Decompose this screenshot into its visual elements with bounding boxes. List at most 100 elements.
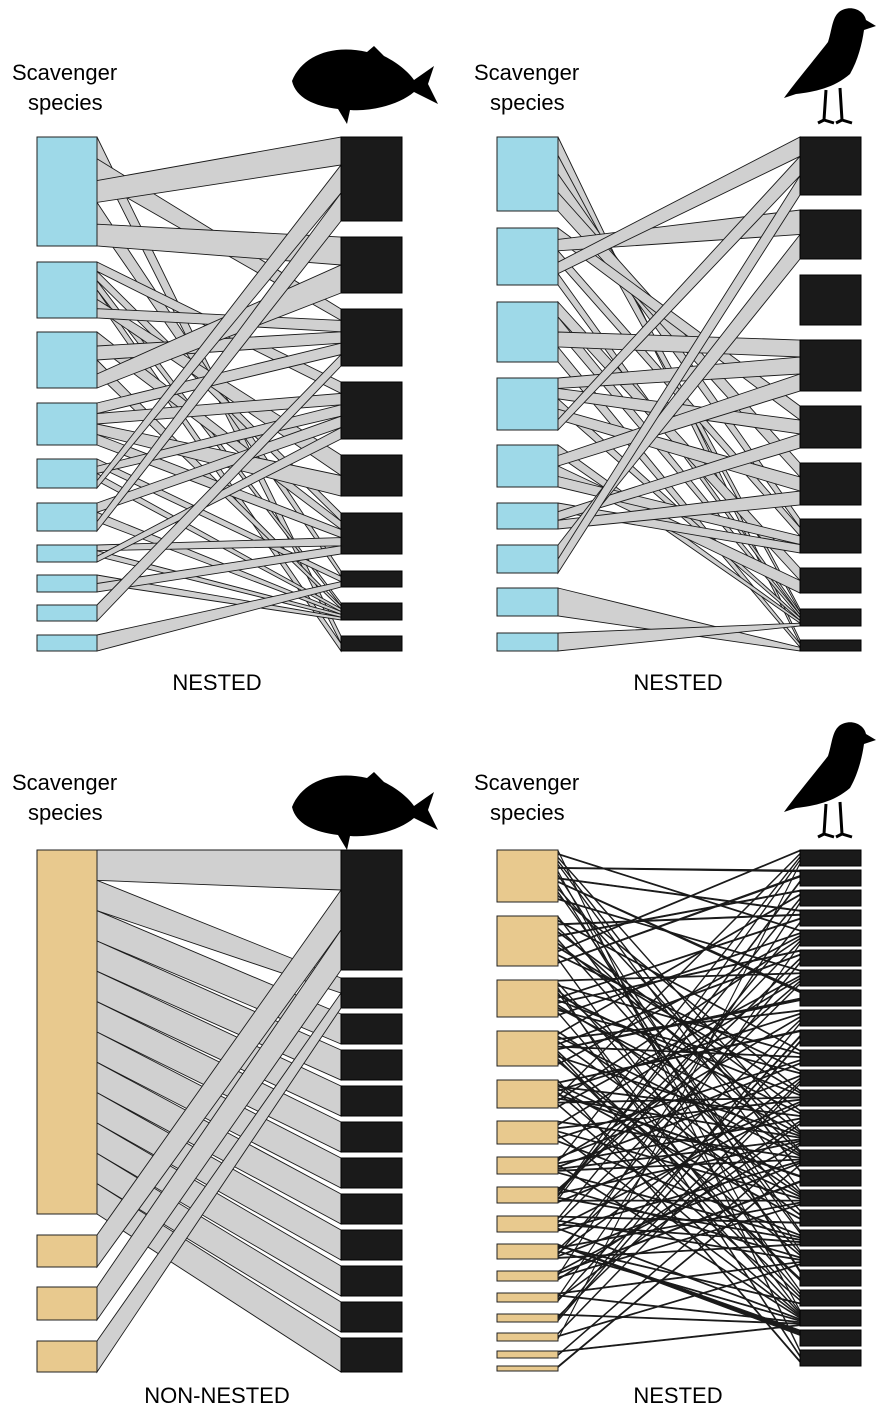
nestedness-caption: NON-NESTED bbox=[144, 1383, 289, 1408]
scavenger-species-label-line1: Scavenger bbox=[12, 60, 117, 85]
scavenger-species-block bbox=[496, 301, 559, 363]
bird-silhouette-legs bbox=[817, 801, 853, 839]
carcass-block bbox=[340, 635, 403, 652]
carcass-block bbox=[340, 236, 403, 294]
scavenger-species-block bbox=[36, 331, 98, 389]
carcass-block bbox=[799, 1249, 862, 1267]
scavenger-species-block bbox=[496, 1156, 559, 1175]
scavenger-species-block bbox=[496, 1186, 559, 1204]
carcass-blocks bbox=[799, 849, 862, 1367]
interaction-link bbox=[96, 581, 342, 652]
carcass-block bbox=[799, 567, 862, 594]
panel-bottom-left: Scavenger species NON-NESTED bbox=[12, 770, 438, 1408]
scavenger-species-label-line2: species bbox=[490, 800, 565, 825]
interaction-link bbox=[96, 136, 342, 203]
carcass-block bbox=[799, 1049, 862, 1067]
interaction-link bbox=[557, 877, 801, 912]
scavenger-species-block bbox=[496, 136, 559, 212]
scavenger-blocks bbox=[496, 136, 559, 652]
scavenger-species-block bbox=[496, 1215, 559, 1233]
interaction-links bbox=[96, 849, 342, 1374]
scavenger-species-block bbox=[496, 1350, 559, 1359]
scavenger-blocks bbox=[496, 849, 559, 1372]
carcass-block bbox=[340, 1157, 403, 1189]
scavenger-species-block bbox=[496, 227, 559, 286]
carcass-block bbox=[799, 1329, 862, 1347]
carcass-blocks bbox=[799, 136, 862, 652]
nestedness-caption: NESTED bbox=[633, 1383, 722, 1408]
scavenger-species-block bbox=[496, 915, 559, 967]
carcass-block bbox=[799, 518, 862, 554]
carcass-block bbox=[340, 136, 403, 222]
carcass-block bbox=[340, 454, 403, 497]
carcass-block bbox=[340, 1229, 403, 1261]
carcass-block bbox=[799, 1349, 862, 1367]
carcass-block bbox=[340, 1121, 403, 1153]
panel-top-right: Scavenger species NESTED bbox=[474, 8, 876, 695]
carcass-block bbox=[799, 274, 862, 326]
carcass-block bbox=[340, 1301, 403, 1333]
carcass-block bbox=[340, 1265, 403, 1297]
scavenger-species-label-line1: Scavenger bbox=[474, 60, 579, 85]
scavenger-species-block bbox=[36, 458, 98, 489]
panel-bottom-right: Scavenger species NESTED bbox=[474, 722, 876, 1408]
carcass-block bbox=[799, 1069, 862, 1087]
interaction-links bbox=[96, 136, 342, 653]
carcass-block bbox=[799, 136, 862, 196]
fish-silhouette-shape bbox=[292, 46, 438, 124]
carcass-block bbox=[799, 209, 862, 260]
carcass-block bbox=[799, 1129, 862, 1147]
carcass-block bbox=[340, 1085, 403, 1117]
fish-silhouette-icon bbox=[292, 772, 438, 850]
carcass-block bbox=[799, 1109, 862, 1127]
interaction-links bbox=[557, 136, 801, 652]
scavenger-species-block bbox=[36, 604, 98, 622]
scavenger-species-block bbox=[496, 544, 559, 574]
scavenger-species-block bbox=[496, 502, 559, 530]
scavenger-species-block bbox=[36, 502, 98, 532]
scavenger-species-block bbox=[496, 1030, 559, 1067]
carcass-block bbox=[340, 849, 403, 971]
carcass-block bbox=[340, 977, 403, 1009]
carcass-block bbox=[799, 405, 862, 449]
carcass-block bbox=[340, 1013, 403, 1045]
carcass-block bbox=[340, 512, 403, 555]
carcass-block bbox=[799, 1309, 862, 1327]
carcass-block bbox=[340, 570, 403, 588]
carcass-block bbox=[799, 1029, 862, 1047]
fish-silhouette-shape bbox=[292, 772, 438, 850]
carcass-block bbox=[799, 1209, 862, 1227]
scavenger-species-block bbox=[36, 1340, 98, 1373]
scavenger-species-label-line2: species bbox=[28, 90, 103, 115]
scavenger-species-label-line1: Scavenger bbox=[474, 770, 579, 795]
carcass-block bbox=[799, 989, 862, 1007]
interaction-link bbox=[557, 867, 801, 873]
scavenger-species-block bbox=[496, 1243, 559, 1260]
scavenger-blocks bbox=[36, 136, 98, 652]
carcass-block bbox=[340, 602, 403, 621]
carcass-block bbox=[799, 462, 862, 506]
bird-silhouette-icon bbox=[784, 722, 876, 839]
interaction-link bbox=[557, 1324, 801, 1353]
carcass-block bbox=[799, 1009, 862, 1027]
carcass-block bbox=[799, 339, 862, 392]
interaction-link bbox=[96, 849, 342, 891]
carcass-block bbox=[799, 909, 862, 927]
scavenger-species-block bbox=[36, 261, 98, 319]
scavenger-species-block bbox=[496, 632, 559, 652]
scavenger-species-block bbox=[36, 634, 98, 652]
scavenger-species-block bbox=[496, 1079, 559, 1109]
carcass-block bbox=[799, 1269, 862, 1287]
scavenger-species-block bbox=[36, 136, 98, 247]
carcass-blocks bbox=[340, 136, 403, 652]
scavenger-species-block bbox=[496, 1292, 559, 1303]
scavenger-species-block bbox=[496, 1332, 559, 1342]
carcass-block bbox=[799, 969, 862, 987]
carcass-block bbox=[340, 1193, 403, 1225]
carcass-block bbox=[799, 849, 862, 867]
scavenger-species-block bbox=[36, 402, 98, 446]
scavenger-species-block bbox=[36, 574, 98, 593]
carcass-block bbox=[799, 949, 862, 967]
scavenger-species-block bbox=[496, 587, 559, 617]
